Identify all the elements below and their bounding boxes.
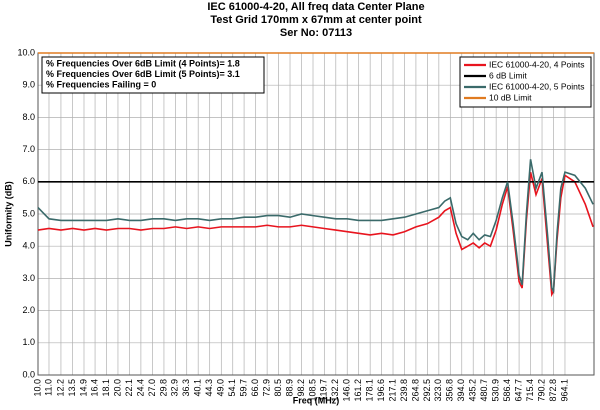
x-tick-label: 146.0 [342, 379, 352, 402]
series-line [37, 171, 594, 298]
x-tick-label: 13.5 [67, 379, 77, 397]
x-axis-label: Freq (MHz) [293, 395, 340, 405]
x-tick-label: 32.9 [170, 379, 180, 397]
chart-title: Test Grid 170mm x 67mm at center point [210, 14, 422, 26]
chart-title: Ser No: 07113 [280, 27, 352, 39]
y-tick-label: 0.0 [22, 369, 35, 379]
x-tick-label: 16.4 [89, 379, 99, 397]
x-tick-label: 72.9 [262, 379, 272, 397]
y-tick-label: 8.0 [22, 112, 35, 122]
x-tick-label: 196.6 [376, 379, 386, 402]
x-tick-label: 480.7 [479, 379, 489, 402]
annotation: % Frequencies Over 6dB Limit (5 Points)=… [46, 69, 240, 79]
chart-title: IEC 61000-4-20, All freq data Center Pla… [207, 1, 424, 13]
y-tick-label: 5.0 [22, 208, 35, 218]
legend-label: 6 dB Limit [489, 70, 527, 80]
x-tick-label: 49.0 [216, 379, 226, 397]
x-tick-label: 44.3 [204, 379, 214, 397]
x-tick-label: 217.1 [387, 379, 397, 402]
x-tick-label: 98.2 [296, 379, 306, 397]
y-tick-label: 4.0 [22, 241, 35, 251]
x-tick-label: 161.2 [353, 379, 363, 402]
y-tick-label: 6.0 [22, 176, 35, 186]
x-tick-label: 292.5 [422, 379, 432, 402]
x-tick-label: 18.1 [101, 379, 111, 397]
x-tick-label: 40.1 [193, 379, 203, 397]
x-tick-label: 54.1 [227, 379, 237, 397]
x-tick-label: 264.8 [410, 379, 420, 402]
legend-label: IEC 61000-4-20, 4 Points [489, 59, 584, 69]
x-tick-label: 872.8 [548, 379, 558, 402]
x-tick-label: 29.8 [158, 379, 168, 397]
y-tick-label: 9.0 [22, 80, 35, 90]
x-tick-label: 239.8 [399, 379, 409, 402]
annotation: % Frequencies Failing = 0 [46, 79, 156, 89]
x-tick-label: 647.7 [513, 379, 523, 402]
x-tick-label: 108.5 [307, 379, 317, 402]
y-tick-label: 1.0 [22, 337, 35, 347]
x-tick-label: 66.0 [250, 379, 260, 397]
x-tick-label: 14.9 [78, 379, 88, 397]
x-tick-label: 178.1 [365, 379, 375, 402]
y-tick-label: 7.0 [22, 144, 35, 154]
x-tick-label: 356.8 [445, 379, 455, 402]
x-tick-label: 586.4 [502, 379, 512, 402]
annotation-box [41, 56, 265, 94]
annotation: % Frequencies Over 6dB Limit (4 Points)=… [46, 58, 240, 68]
x-tick-label: 435.2 [468, 379, 478, 402]
x-tick-label: 323.0 [433, 379, 443, 402]
x-tick-label: 715.4 [525, 379, 535, 402]
legend-label: 10 dB Limit [489, 92, 532, 102]
x-tick-label: 790.2 [536, 379, 546, 402]
x-tick-label: 12.2 [55, 379, 65, 397]
x-tick-label: 27.0 [147, 379, 157, 397]
legend-label: IEC 61000-4-20, 5 Points [489, 81, 584, 91]
y-axis-label: Uniformity (dB) [3, 181, 13, 247]
x-tick-label: 10.0 [32, 379, 42, 397]
x-tick-label: 964.1 [559, 379, 569, 402]
x-tick-label: 59.7 [238, 379, 248, 397]
x-tick-label: 11.0 [43, 379, 53, 396]
x-tick-label: 20.0 [112, 379, 122, 397]
series-line [37, 159, 594, 295]
x-tick-label: 22.1 [124, 379, 134, 397]
x-tick-label: 24.4 [135, 379, 145, 397]
y-tick-label: 10.0 [17, 47, 35, 57]
y-tick-label: 2.0 [22, 305, 35, 315]
x-tick-label: 530.9 [491, 379, 501, 402]
x-tick-label: 119.7 [319, 379, 329, 401]
x-tick-label: 394.0 [456, 379, 466, 402]
x-tick-label: 88.9 [284, 379, 294, 397]
x-tick-label: 132.2 [330, 379, 340, 402]
x-tick-label: 80.5 [273, 379, 283, 397]
x-tick-label: 36.3 [181, 379, 191, 397]
y-tick-label: 3.0 [22, 273, 35, 283]
